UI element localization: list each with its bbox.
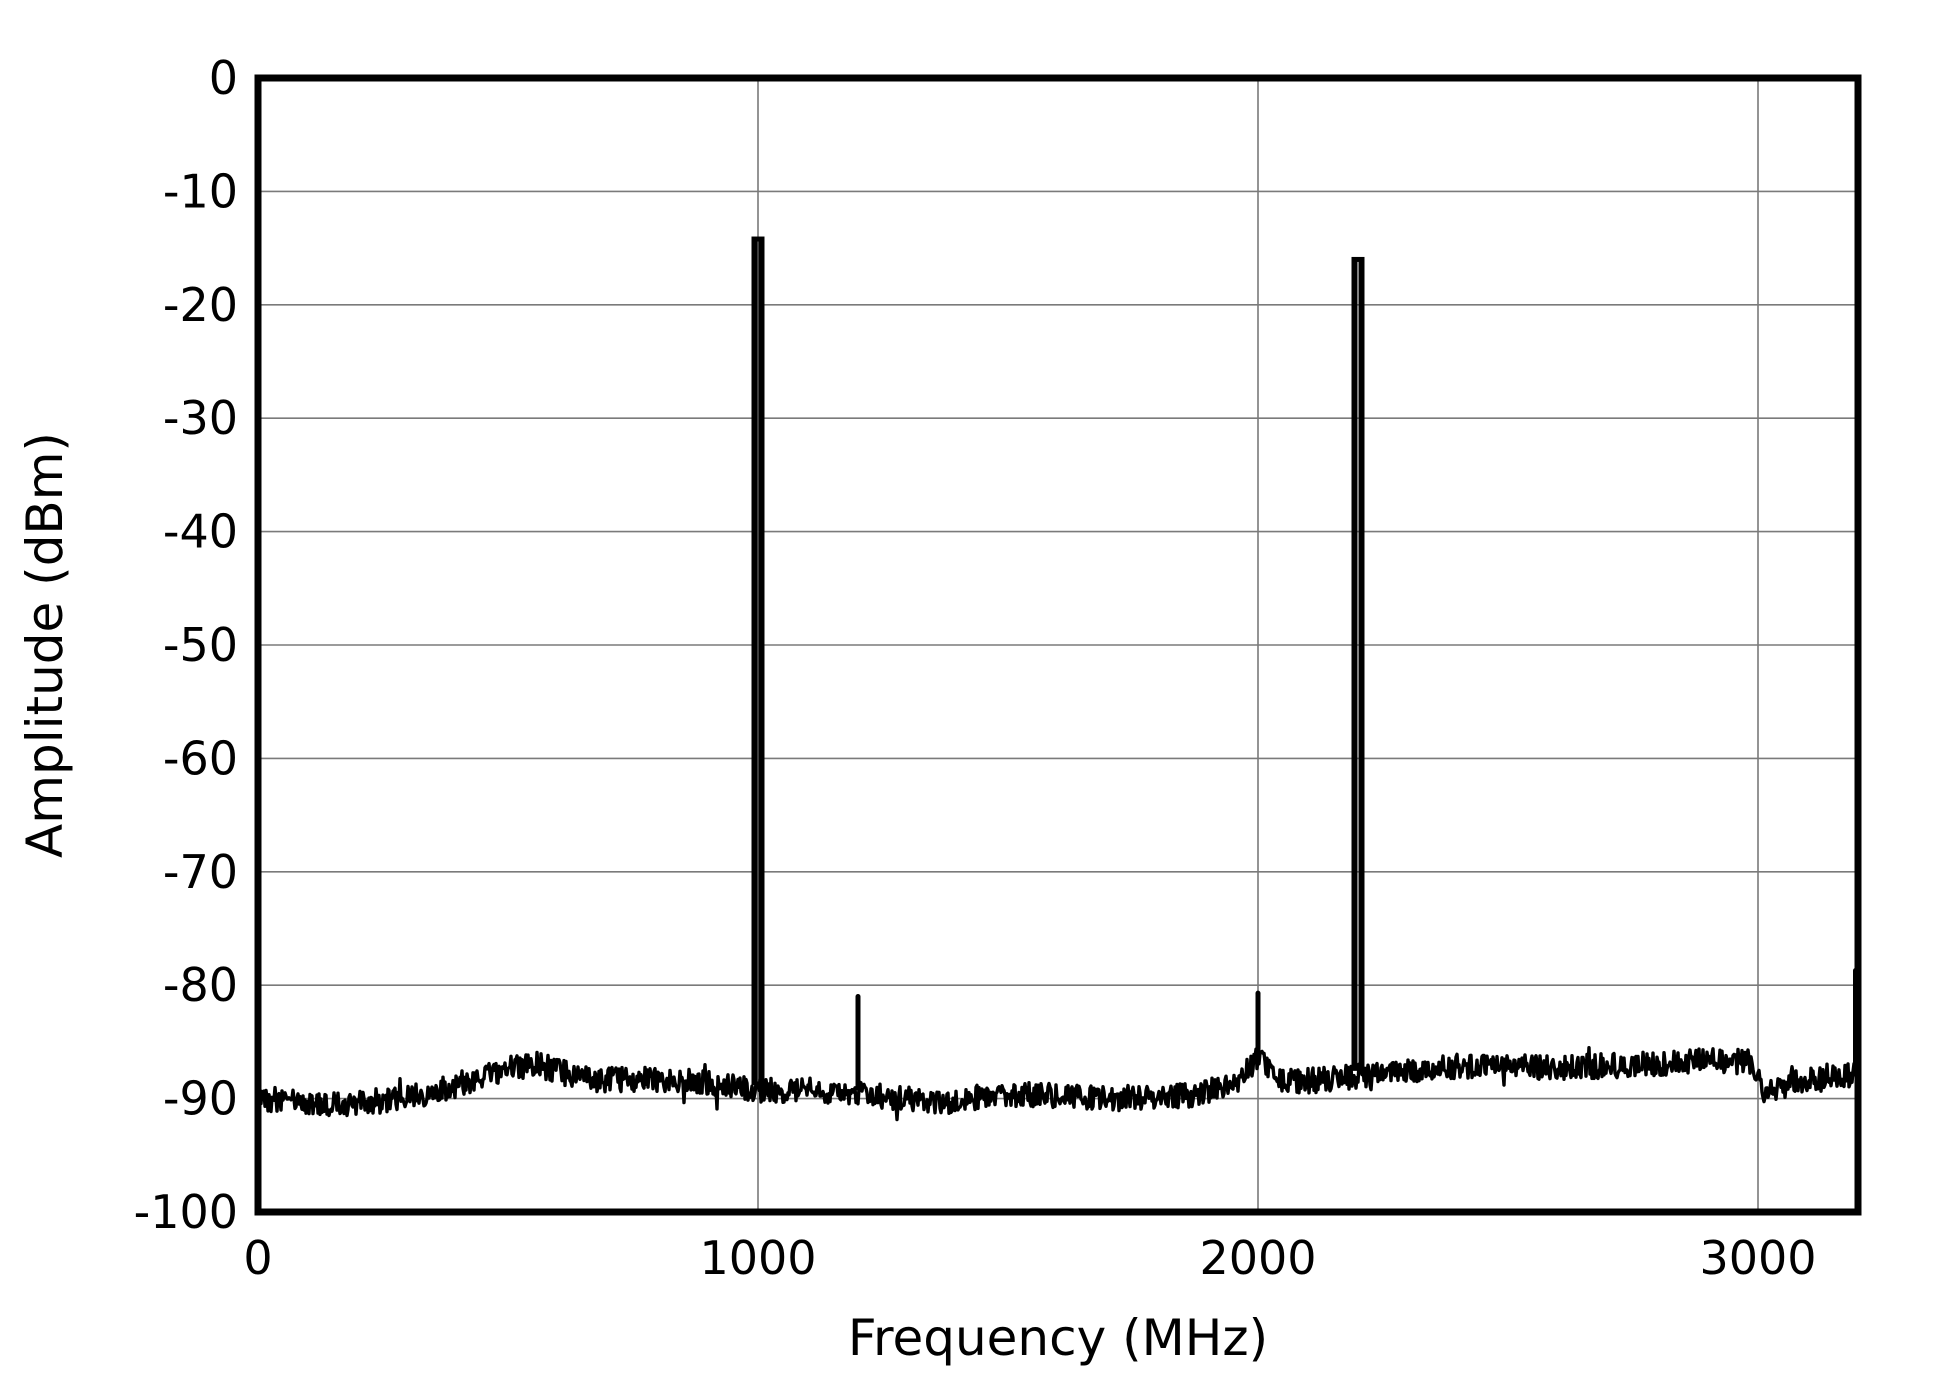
y-tick-label: -10 — [163, 164, 238, 218]
y-tick-label: -100 — [134, 1185, 238, 1239]
plot-border — [254, 74, 1862, 1216]
spectrum-peaks — [751, 236, 1858, 1091]
y-tick-label: -20 — [163, 278, 238, 332]
x-tick-label: 2000 — [1199, 1231, 1316, 1285]
x-tick-label: 1000 — [699, 1231, 816, 1285]
x-axis-label: Frequency (MHz) — [848, 1309, 1268, 1367]
y-tick-label: -40 — [163, 505, 238, 559]
y-tick-label: -30 — [163, 391, 238, 445]
y-tick-label: -60 — [163, 731, 238, 785]
y-tick-label: -50 — [163, 618, 238, 672]
grid-lines — [258, 78, 1858, 1212]
x-tick-label: 3000 — [1699, 1231, 1816, 1285]
y-tick-label: 0 — [209, 51, 238, 105]
y-tick-label: -90 — [163, 1072, 238, 1126]
spectrum-trace — [256, 1045, 1860, 1122]
y-axis-label: Amplitude (dBm) — [16, 432, 74, 858]
y-tick-label: -80 — [163, 958, 238, 1012]
x-tick-label: 0 — [243, 1231, 272, 1285]
tick-labels: 0-10-20-30-40-50-60-70-80-90-1000 1000 200… — [134, 51, 1817, 1285]
y-tick-label: -70 — [163, 845, 238, 899]
